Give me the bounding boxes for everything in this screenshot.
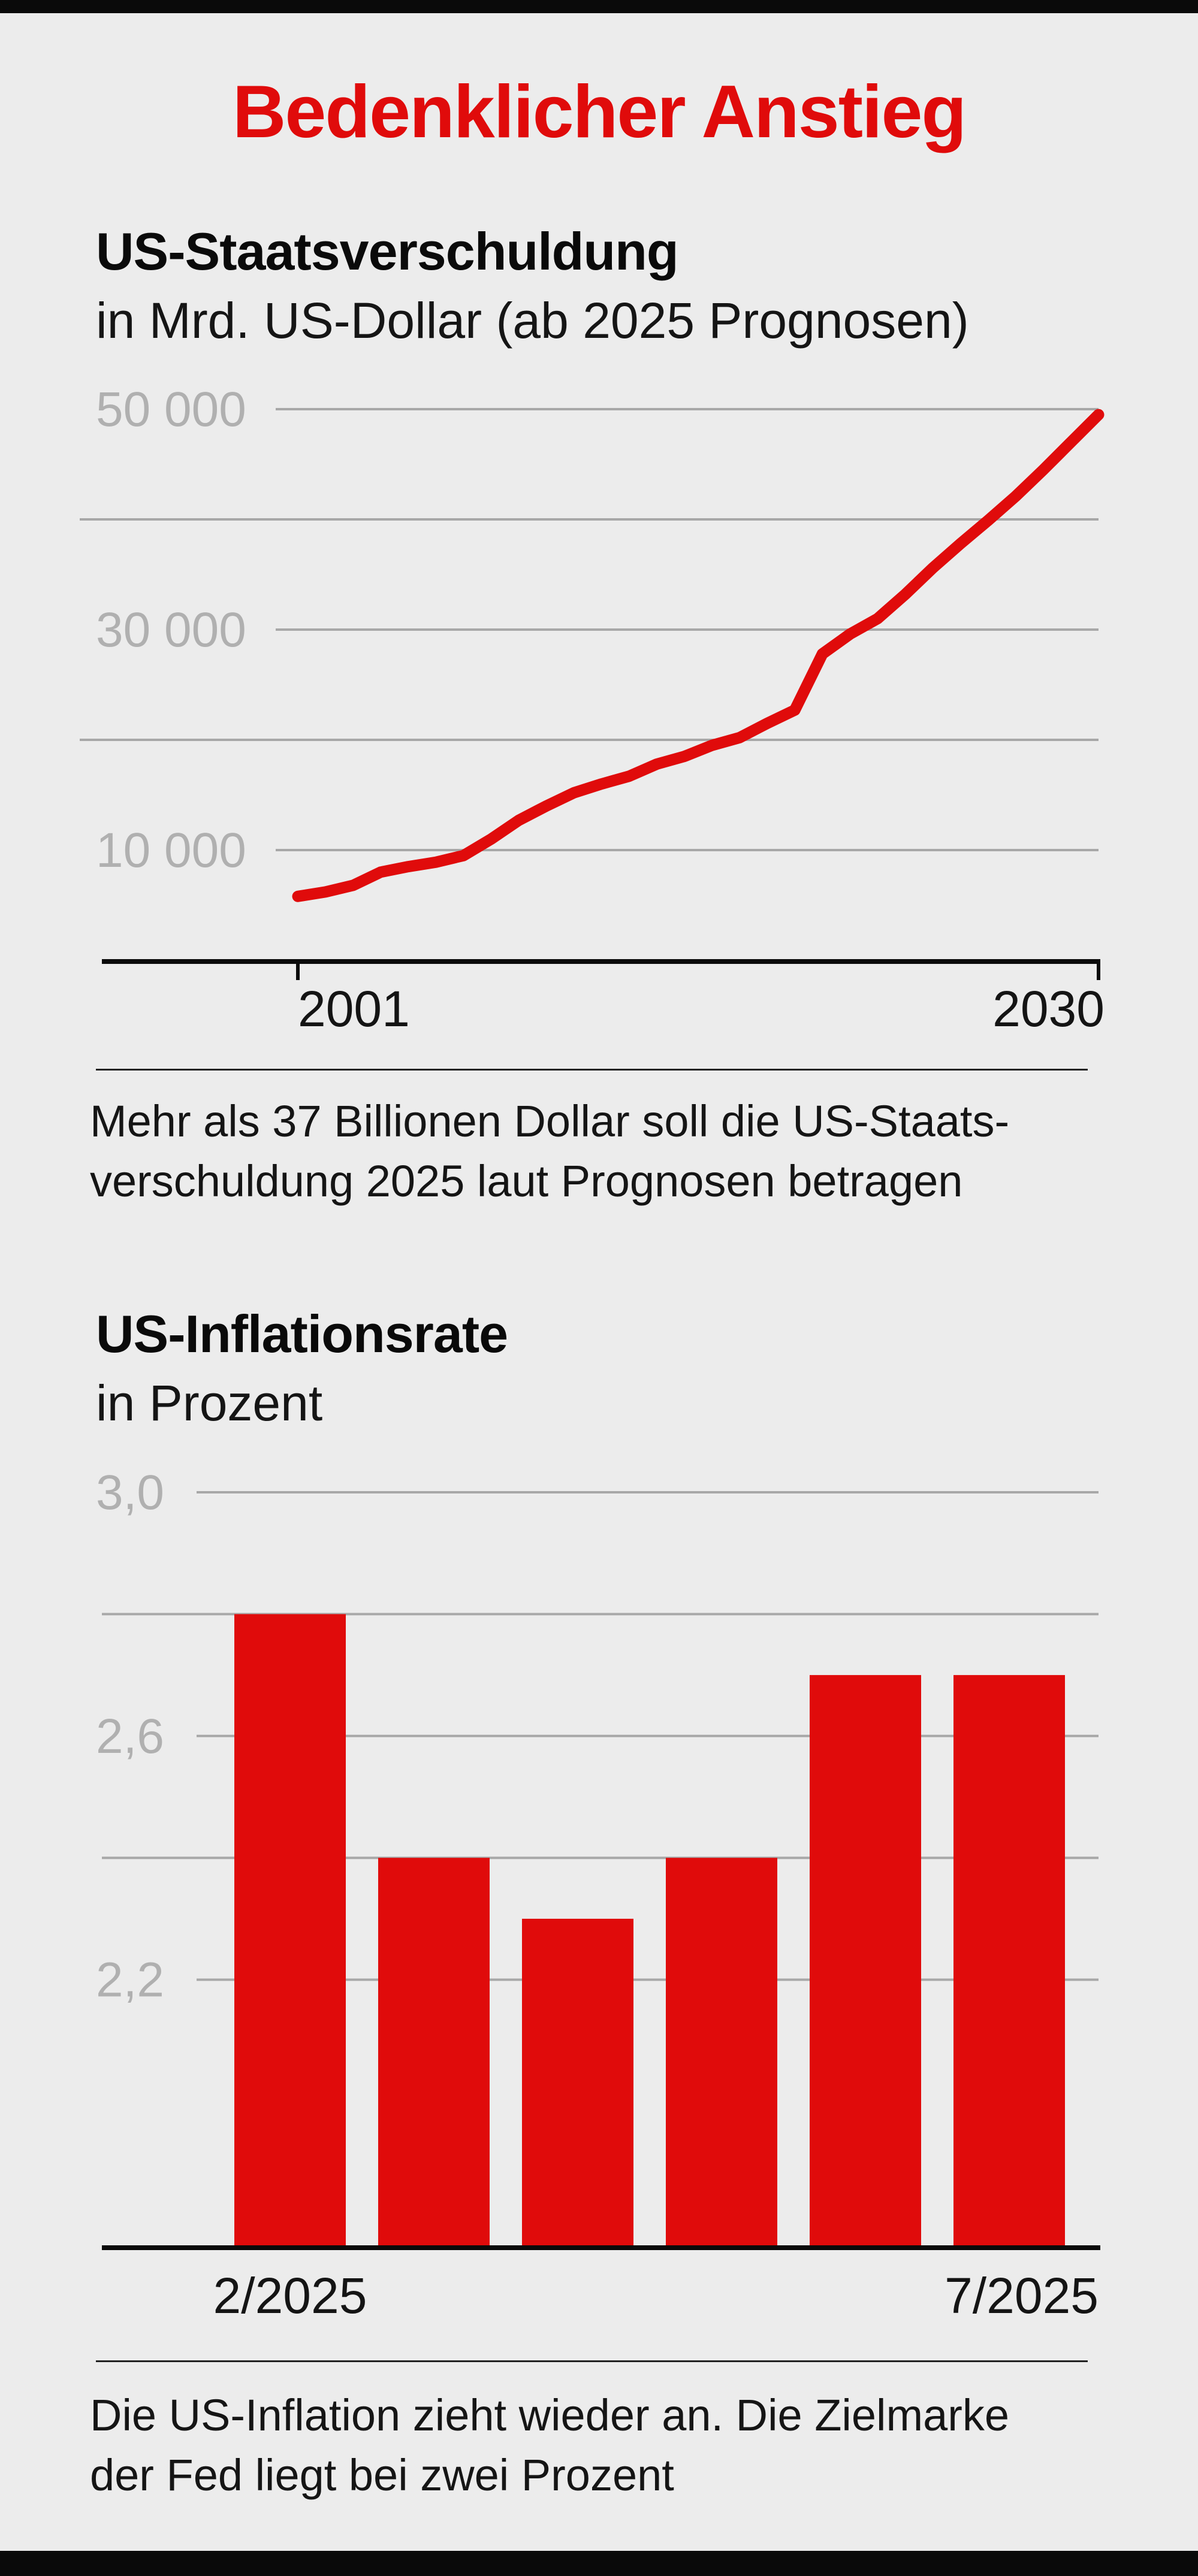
inflation-y-tick-label: 3,0: [96, 1465, 164, 1520]
inflation-caption-rule: [96, 2360, 1088, 2362]
inflation-bar: [234, 1614, 346, 2248]
debt-caption-rule: [96, 1069, 1088, 1071]
debt-chart-title: US-Staatsverschuldung: [96, 222, 679, 281]
headline: Bedenklicher Anstieg: [232, 71, 967, 153]
inflation-bar: [378, 1858, 490, 2248]
debt-caption-line-1: Mehr als 37 Billionen Dollar soll die US…: [90, 1096, 1010, 1146]
inflation-bar-chart: 2,2 2,6 3,0 2/2025 7/2025: [96, 1465, 1100, 2324]
top-border: [0, 0, 1198, 13]
debt-line-chart: 10 000 30 000 50 000 2001 2030: [80, 382, 1105, 1037]
debt-caption-line-2: verschuldung 2025 laut Prognosen betrage…: [90, 1156, 963, 1206]
inflation-bar: [666, 1858, 777, 2248]
debt-x-tick-label: 2001: [298, 981, 410, 1037]
inflation-bar: [810, 1675, 921, 2248]
debt-y-tick-label: 50 000: [96, 382, 246, 437]
inflation-caption-line-1: Die US-Inflation zieht wieder an. Die Zi…: [90, 2390, 1010, 2440]
debt-x-tick-label: 2030: [992, 981, 1105, 1037]
inflation-bar: [953, 1675, 1065, 2248]
inflation-x-tick-label: 2/2025: [213, 2267, 367, 2324]
debt-series-line: [292, 409, 1105, 902]
debt-y-tick-label: 30 000: [96, 603, 246, 657]
bottom-border: [0, 2551, 1198, 2576]
inflation-chart-title: US-Inflationsrate: [96, 1304, 508, 1363]
inflation-x-tick-label: 7/2025: [944, 2267, 1099, 2324]
debt-chart-subtitle: in Mrd. US-Dollar (ab 2025 Prognosen): [96, 292, 969, 349]
inflation-chart-subtitle: in Prozent: [96, 1375, 323, 1431]
inflation-y-tick-label: 2,2: [96, 1953, 164, 2007]
inflation-caption: Die US-Inflation zieht wieder an. Die Zi…: [90, 2385, 1097, 2505]
inflation-caption-line-2: der Fed liegt bei zwei Prozent: [90, 2450, 674, 2500]
debt-caption: Mehr als 37 Billionen Dollar soll die US…: [90, 1092, 1097, 1211]
inflation-bar: [522, 1918, 633, 2248]
debt-y-tick-label: 10 000: [96, 823, 246, 878]
inflation-y-tick-label: 2,6: [96, 1709, 164, 1764]
